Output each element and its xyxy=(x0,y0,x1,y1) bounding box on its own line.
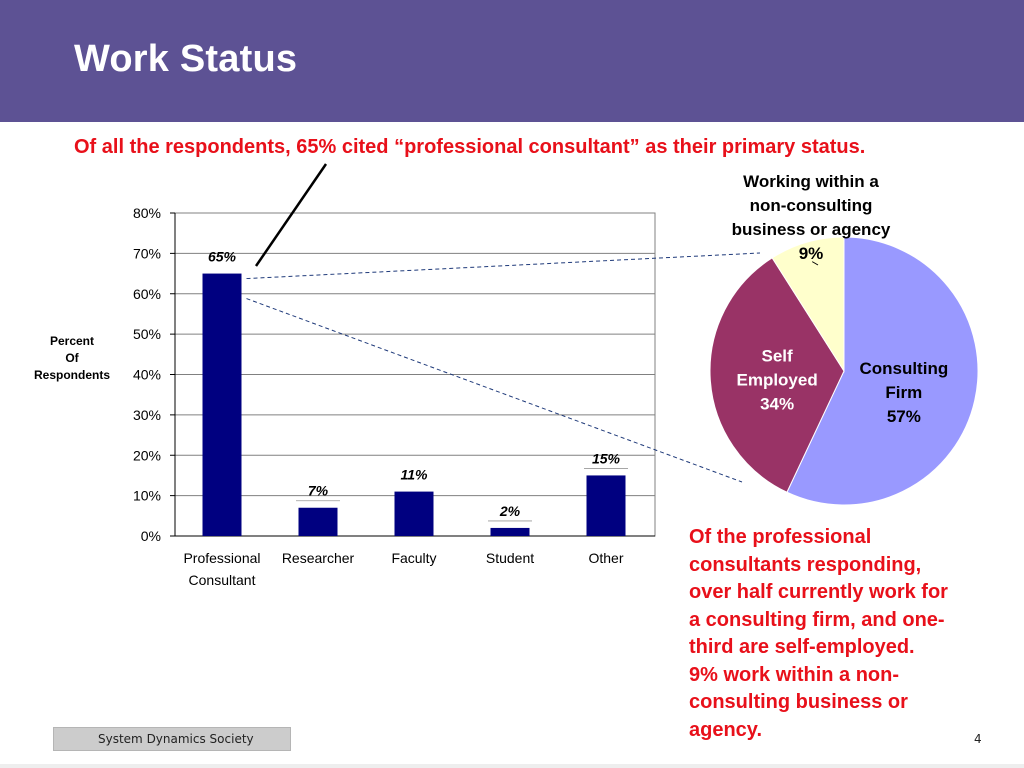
bar-chart-bars xyxy=(202,273,626,536)
pie-slice-label: Consulting xyxy=(859,359,948,378)
bar-chart-axis: 0% 10% 20% 30% 40% 50% 60% 70% 80% Percent Of Respo… xyxy=(34,205,655,544)
note-line: a consulting firm, and one- xyxy=(689,608,945,631)
y-tick-label: 0% xyxy=(141,528,161,544)
bar xyxy=(586,475,626,536)
pie-slice-label: Self xyxy=(762,346,794,365)
y-tick-label: 50% xyxy=(133,326,161,342)
bottom-divider xyxy=(0,764,1024,768)
bar-data-label: 11% xyxy=(401,467,429,483)
note-line: over half currently work for xyxy=(689,581,948,603)
y-tick-label: 60% xyxy=(133,286,161,302)
note-line: Of the professional xyxy=(689,526,872,548)
bar-data-label: 65% xyxy=(208,249,237,265)
pie-slice xyxy=(771,236,845,373)
pie-callout-label: Working within a non-consulting business… xyxy=(700,170,922,266)
bar-data-label: 15% xyxy=(592,450,621,466)
summary-note: Of the professional consultants respondi… xyxy=(689,524,999,744)
pie-slice xyxy=(786,236,979,506)
pie-slice xyxy=(709,257,845,493)
zoom-connectors xyxy=(246,163,761,483)
y-axis-label: Percent xyxy=(50,334,94,348)
note-line: consultants responding, xyxy=(689,553,922,576)
pie-slice-label: 34% xyxy=(760,394,794,413)
y-tick-label: 20% xyxy=(133,447,161,463)
x-category-label: Consultant xyxy=(189,572,256,588)
y-tick-label: 10% xyxy=(133,488,161,504)
pie-slice-label: Employed xyxy=(736,370,817,389)
pie-callout-pct: 9% xyxy=(798,244,824,263)
pie-callout-line: Working within a xyxy=(743,172,879,191)
pie-chart-labels: Consulting Firm 57% Self Employed 34% xyxy=(736,261,948,426)
y-axis-label: Of xyxy=(65,351,79,365)
y-tick-label: 30% xyxy=(133,407,161,423)
pie-slice-label: Firm xyxy=(885,383,922,402)
x-category-label: Researcher xyxy=(282,550,355,566)
note-line: 9% work within a non- xyxy=(689,663,900,686)
page-number: 4 xyxy=(974,732,982,746)
bar-data-label: 2% xyxy=(499,503,521,519)
y-axis-label: Respondents xyxy=(34,368,110,382)
bar-chart-gridlines xyxy=(174,212,656,537)
y-tick-label: 70% xyxy=(133,245,161,261)
pie-leader-line xyxy=(811,261,819,266)
pie-chart-slices xyxy=(709,236,979,506)
bar xyxy=(394,491,434,536)
y-tick-label: 80% xyxy=(133,205,161,221)
zoom-connector-bottom xyxy=(246,298,743,483)
pie-callout-line: non-consulting xyxy=(749,196,873,215)
bar-data-label: 7% xyxy=(308,483,329,499)
y-tick-label: 40% xyxy=(133,367,161,383)
note-line: consulting business or xyxy=(689,691,908,713)
x-category-label: Faculty xyxy=(391,550,436,566)
x-category-label: Other xyxy=(588,550,623,566)
bar-chart-labels: 65% Professional Consultant 7% Researcher 11%… xyxy=(183,249,628,588)
pie-callout-line: business or agency xyxy=(731,220,891,239)
bar xyxy=(298,507,338,536)
headline-pointer-line xyxy=(254,163,328,267)
zoom-connector-top xyxy=(246,252,761,280)
bar xyxy=(202,273,242,536)
footer-society-name: System Dynamics Society xyxy=(53,727,291,751)
note-line: third are self-employed. xyxy=(689,636,915,658)
bar xyxy=(490,527,530,536)
pie-slice-label: 57% xyxy=(887,407,921,426)
note-line: agency. xyxy=(689,718,762,741)
x-category-label: Professional xyxy=(183,550,260,566)
header-bar xyxy=(0,0,1024,122)
x-category-label: Student xyxy=(486,550,534,566)
headline-text: Of all the respondents, 65% cited “profe… xyxy=(74,136,866,158)
slide-title: Work Status xyxy=(74,38,298,80)
